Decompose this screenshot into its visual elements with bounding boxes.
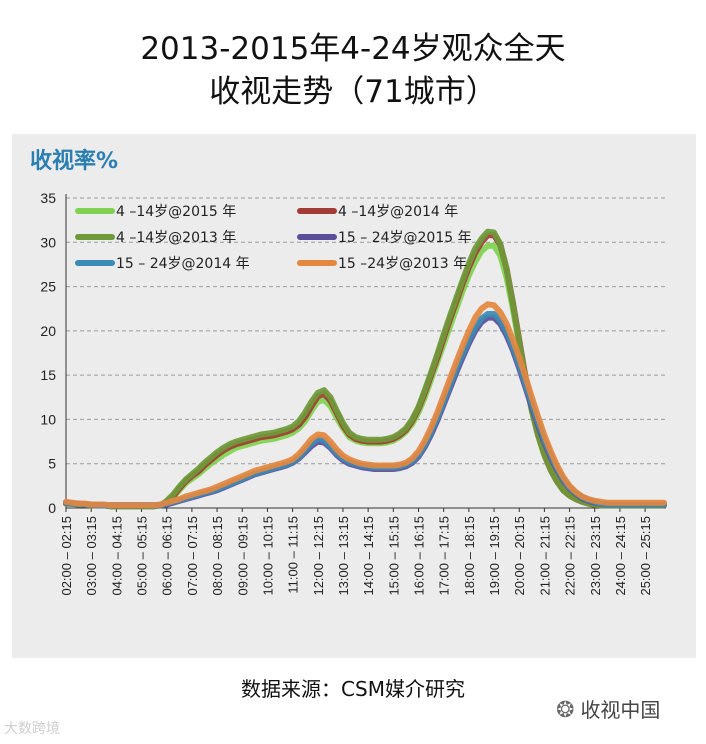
data-source: 数据来源：CSM媒介研究 [241, 677, 465, 701]
y-tick-label: 10 [40, 411, 56, 427]
y-tick-label: 35 [40, 190, 56, 206]
legend-label: 4 –14岁@2014 年 [338, 204, 458, 220]
legend-label: 15 –24岁@2013 年 [338, 256, 467, 272]
legend-label: 15 – 24岁@2014 年 [116, 256, 250, 272]
x-tick-label: 13:00 – 13:15 [336, 516, 351, 596]
x-tick-label: 12:00 – 12:15 [311, 516, 326, 596]
x-tick-label: 24:00 – 24:15 [613, 516, 628, 596]
wechat-icon: ❂ [556, 698, 575, 723]
chart-title-line-2: 收视走势（71城市） [209, 74, 497, 110]
x-tick-label: 05:00 – 05:15 [135, 516, 150, 596]
x-tick-label: 04:00 – 04:15 [109, 516, 124, 596]
x-tick-label: 03:00 – 03:15 [84, 516, 99, 596]
series-line [63, 311, 667, 509]
y-tick-label: 0 [48, 500, 56, 516]
series-line [63, 301, 667, 509]
x-tick-label: 22:00 – 22:15 [563, 516, 578, 596]
y-axis-label: 收视率% [30, 149, 119, 174]
y-tick-label: 15 [40, 367, 56, 383]
x-tick-label: 10:00 – 10:15 [260, 516, 275, 596]
x-tick-label: 07:00 – 07:15 [185, 516, 200, 596]
y-tick-label: 5 [48, 456, 56, 472]
wechat-account: ❂ 收视中国 [556, 694, 660, 723]
x-tick-label: 09:00 – 09:15 [235, 516, 250, 596]
series-line [63, 314, 667, 509]
chart-panel [12, 134, 696, 658]
x-tick-label: 23:00 – 23:15 [588, 516, 603, 596]
x-tick-label: 08:00 – 08:15 [210, 516, 225, 596]
y-tick-label: 20 [40, 323, 56, 339]
x-tick-label: 14:00 – 14:15 [361, 516, 376, 596]
y-tick-label: 30 [40, 234, 56, 250]
wechat-account-name: 收视中国 [580, 698, 661, 722]
x-tick-label: 21:00 – 21:15 [537, 516, 552, 596]
legend-label: 4 –14岁@2015 年 [116, 204, 236, 220]
x-tick-label: 02:00 – 02:15 [59, 516, 74, 596]
x-tick-label: 11:00 – 11:15 [286, 516, 301, 594]
watermark: 大数跨境 [4, 721, 60, 737]
x-tick-label: 16:00 – 16:15 [412, 516, 427, 596]
x-tick-label: 15:00 – 15:15 [386, 516, 401, 596]
x-tick-label: 18:00 – 18:15 [462, 516, 477, 596]
x-tick-label: 17:00 – 17:15 [437, 516, 452, 596]
x-tick-label: 19:00 – 19:15 [487, 516, 502, 596]
x-tick-label: 20:00 – 20:15 [512, 516, 527, 596]
x-tick-label: 25:00 – 25:15 [638, 516, 653, 596]
chart-title-line-1: 2013-2015年4-24岁观众全天 [140, 31, 566, 67]
y-tick-label: 25 [40, 279, 56, 295]
x-tick-label: 06:00 – 06:15 [160, 516, 175, 596]
legend-label: 4 –14岁@2013 年 [116, 230, 236, 246]
legend-label: 15 – 24岁@2015 年 [338, 230, 472, 246]
